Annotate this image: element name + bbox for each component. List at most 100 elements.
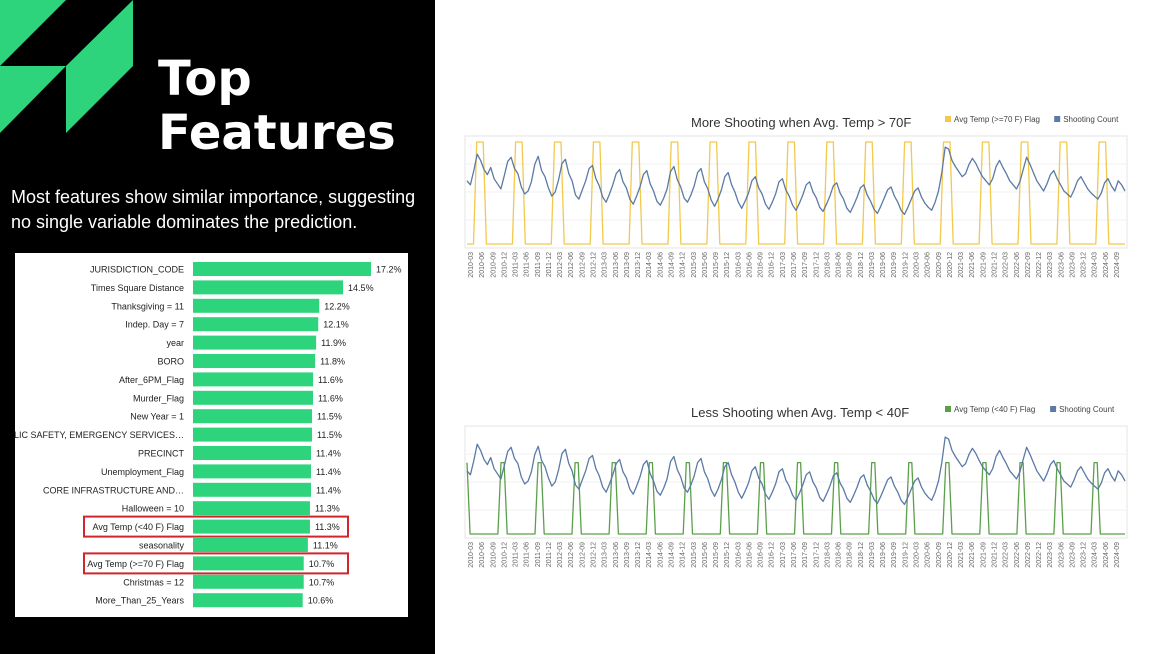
x-tick-label: 2017-09 [802, 542, 809, 568]
x-tick-label: 2012-12 [591, 252, 598, 278]
x-tick-label: 2021-06 [969, 252, 976, 278]
bar-value-label: 17.2% [376, 265, 402, 275]
bar-label: Avg Temp (<40 F) Flag [93, 522, 184, 532]
bar-value-label: 11.8% [320, 357, 345, 367]
bar [193, 593, 303, 608]
logo-icon [0, 0, 133, 133]
x-tick-label: 2019-06 [880, 252, 887, 278]
x-tick-label: 2023-03 [1047, 542, 1054, 568]
x-tick-label: 2016-06 [746, 542, 753, 568]
bar-value-label: 11.4% [316, 467, 341, 477]
x-tick-label: 2015-06 [702, 542, 709, 568]
logo-triangle-bottom [66, 66, 133, 133]
bar [193, 317, 319, 332]
x-tick-label: 2013-12 [635, 252, 642, 278]
bar [193, 519, 310, 534]
bar-label: After_6PM_Flag [119, 375, 184, 385]
x-tick-label: 2015-12 [724, 542, 731, 568]
x-tick-label: 2021-09 [980, 542, 987, 568]
x-tick-label: 2011-12 [546, 542, 553, 567]
bar [193, 409, 313, 424]
x-tick-label: 2020-06 [925, 542, 932, 568]
x-tick-label: 2020-12 [947, 542, 954, 568]
x-tick-label: 2012-12 [591, 542, 598, 568]
low-temp-chart: Less Shooting when Avg. Temp < 40F Avg Te… [463, 398, 1143, 580]
x-tick-label: 2010-09 [490, 252, 497, 278]
x-tick-label: 2024-03 [1092, 542, 1099, 568]
bar-value-label: 11.9% [321, 338, 346, 348]
series-line [466, 461, 1125, 535]
x-tick-label: 2017-12 [813, 542, 820, 568]
bar [193, 501, 310, 516]
x-tick-label: 2022-06 [1014, 252, 1021, 278]
x-tick-label: 2014-03 [646, 542, 653, 568]
legend-label: Avg Temp (<40 F) Flag [954, 405, 1035, 414]
x-tick-label: 2011-09 [535, 252, 542, 277]
subtitle: Most features show similar importance, s… [11, 187, 416, 232]
bar-value-label: 11.4% [316, 485, 341, 495]
x-tick-label: 2019-03 [869, 542, 876, 568]
legend-label: Avg Temp (>=70 F) Flag [954, 115, 1040, 124]
bar [193, 446, 311, 460]
x-tick-label: 2022-12 [1036, 542, 1043, 568]
x-tick-label: 2019-09 [891, 542, 898, 568]
legend-swatch [1050, 406, 1057, 412]
feature-importance-chart: JURISDICTION_CODE 17.2% Times Square Dista… [15, 253, 408, 617]
bar-label: Christmas = 12 [123, 577, 184, 587]
x-tick-label: 2018-06 [836, 252, 843, 278]
x-tick-label: 2020-06 [925, 252, 932, 278]
x-tick-label: 2016-03 [735, 252, 742, 278]
legend-label: Shooting Count [1063, 115, 1119, 124]
x-tick-label: 2018-03 [824, 252, 831, 278]
bar-value-label: 11.3% [315, 504, 340, 514]
logo-triangle-left [0, 66, 66, 133]
x-tick-label: 2011-06 [524, 252, 531, 277]
x-tick-label: 2015-09 [713, 542, 720, 568]
x-tick-label: 2021-09 [980, 252, 987, 278]
bar-value-label: 10.6% [308, 596, 334, 606]
x-tick-label: 2018-09 [847, 542, 854, 568]
bar-label: seasonality [139, 541, 185, 551]
x-tick-label: 2013-03 [602, 252, 609, 278]
x-tick-label: 2016-09 [758, 252, 765, 278]
x-tick-label: 2020-12 [947, 252, 954, 278]
chart-title: Less Shooting when Avg. Temp < 40F [691, 405, 909, 420]
x-tick-label: 2024-09 [1114, 542, 1121, 568]
bar-label: Indep. Day = 7 [125, 320, 184, 330]
x-tick-label: 2010-12 [501, 542, 508, 568]
x-tick-label: 2014-06 [657, 252, 664, 278]
x-tick-label: 2023-12 [1081, 252, 1088, 278]
x-tick-label: 2023-09 [1069, 542, 1076, 568]
bar-label: BORO [157, 357, 184, 367]
left-panel: Top Features Most features show similar … [0, 0, 435, 654]
x-tick-label: 2023-12 [1081, 542, 1088, 568]
x-tick-label: 2014-06 [657, 542, 664, 568]
x-tick-label: 2012-09 [579, 252, 586, 278]
x-tick-label: 2013-06 [613, 542, 620, 568]
x-tick-label: 2012-09 [579, 542, 586, 568]
bar [193, 556, 304, 571]
bar [193, 482, 311, 497]
bar-label: More_Than_25_Years [95, 596, 184, 606]
x-tick-label: 2013-12 [635, 542, 642, 568]
x-tick-label: 2015-06 [702, 252, 709, 278]
x-tick-label: 2023-09 [1069, 252, 1076, 278]
bar [193, 390, 314, 405]
x-tick-label: 2021-03 [958, 252, 965, 278]
bar-label: PUBLIC SAFETY, EMERGENCY SERVICES… [15, 430, 184, 440]
x-tick-label: 2010-03 [468, 252, 475, 278]
x-tick-label: 2020-03 [914, 542, 921, 568]
x-tick-label: 2018-12 [858, 252, 865, 278]
x-tick-label: 2017-06 [791, 542, 798, 568]
bar-label: Murder_Flag [133, 393, 184, 403]
x-tick-label: 2011-06 [524, 542, 531, 567]
x-tick-label: 2016-06 [746, 252, 753, 278]
bar-label: Halloween = 10 [122, 504, 184, 514]
x-tick-label: 2018-09 [847, 252, 854, 278]
bar [193, 464, 311, 479]
x-tick-label: 2014-09 [669, 252, 676, 278]
bar-label: Avg Temp (>=70 F) Flag [87, 559, 184, 569]
x-tick-label: 2012-06 [568, 542, 575, 568]
x-tick-label: 2021-12 [992, 542, 999, 568]
x-tick-label: 2022-12 [1036, 252, 1043, 278]
